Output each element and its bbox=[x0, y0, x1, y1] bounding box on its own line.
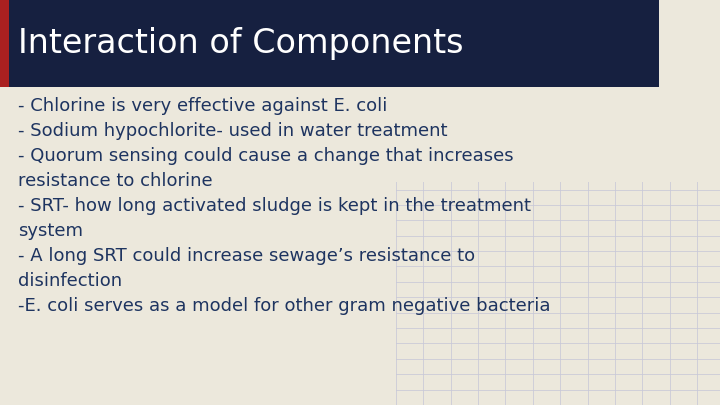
Bar bbox=[0, 0, 9, 87]
Text: Interaction of Components: Interaction of Components bbox=[18, 27, 464, 60]
Text: - Chlorine is very effective against E. coli
- Sodium hypochlorite- used in wate: - Chlorine is very effective against E. … bbox=[18, 97, 551, 315]
Bar bbox=[0, 0, 659, 87]
